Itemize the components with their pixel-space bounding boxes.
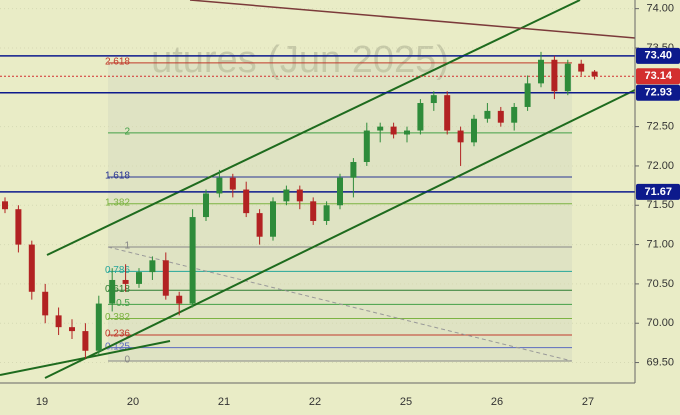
fib-label: 2 — [124, 127, 130, 138]
candle-body — [283, 189, 290, 202]
candle-body — [350, 162, 357, 178]
candle-body — [95, 303, 102, 351]
candle-body — [243, 189, 250, 214]
x-tick-label: 25 — [400, 396, 412, 408]
price-tag — [636, 183, 680, 200]
candle-body — [229, 177, 236, 190]
candle-body — [310, 201, 317, 221]
axis-labels: 74.0073.5072.5072.0071.5071.0070.5070.00… — [36, 3, 680, 408]
candle-body — [69, 327, 75, 332]
x-tick-label: 21 — [218, 396, 230, 408]
candle-body — [538, 59, 544, 84]
price-tag — [636, 84, 680, 101]
fib-label: 2.618 — [105, 57, 130, 68]
candle-body — [55, 315, 62, 328]
fib-trend — [107, 246, 573, 362]
y-tick-label: 69.50 — [646, 356, 674, 368]
price-tag — [636, 68, 680, 85]
candle-body — [323, 205, 330, 221]
candle-body — [296, 189, 303, 202]
candle-body — [203, 193, 209, 218]
candle-body — [417, 103, 424, 131]
y-tick-label: 70.50 — [646, 278, 674, 290]
fib-zone — [108, 63, 572, 361]
candle-body — [578, 63, 585, 72]
fib-label: 0 — [124, 355, 130, 366]
candle-body — [176, 295, 183, 304]
candle-body — [484, 110, 491, 119]
candle-body — [136, 272, 142, 284]
x-tick-label: 19 — [36, 396, 48, 408]
candle-body — [404, 130, 410, 135]
trend-line — [189, 0, 636, 39]
x-tick-label: 20 — [127, 396, 139, 408]
candle-body — [511, 106, 518, 123]
channel-lower — [44, 89, 636, 379]
fib-label: 0.5 — [116, 298, 130, 309]
fib-label: 1.382 — [105, 197, 130, 208]
x-tick-label: 27 — [582, 396, 594, 408]
price-tag-label: 72.93 — [644, 87, 672, 99]
candle-body — [377, 126, 384, 131]
candle-body — [457, 130, 464, 143]
candle-body — [15, 209, 22, 245]
fib-label: 1.618 — [105, 171, 130, 182]
candle-body — [42, 291, 49, 316]
price-tag — [636, 47, 680, 64]
candle-body — [162, 260, 169, 296]
y-tick-label: 74.00 — [646, 3, 674, 15]
candle-body — [591, 71, 598, 77]
candle-body — [189, 217, 196, 304]
fib-label: 0.125 — [105, 341, 130, 352]
candle-body — [270, 201, 276, 237]
fib-label: 0.786 — [105, 265, 130, 276]
candle-body — [216, 177, 223, 194]
fib-label: 0.236 — [105, 329, 130, 340]
price-tag-label: 71.67 — [644, 186, 672, 198]
candle-body — [28, 244, 35, 292]
candle-body — [2, 201, 8, 210]
y-tick-label: 71.50 — [646, 199, 674, 211]
y-tick-label: 72.00 — [646, 160, 674, 172]
y-tick-label: 72.50 — [646, 121, 674, 133]
candle-body — [390, 126, 397, 135]
candle-body — [337, 177, 343, 206]
price-tag-label: 73.40 — [644, 50, 672, 62]
candle-body — [471, 118, 477, 143]
fib-label: 0.618 — [105, 284, 130, 295]
price-tag-label: 73.14 — [644, 70, 672, 82]
candle-body — [256, 213, 263, 237]
candle-body — [109, 279, 116, 304]
fib-label: 0.382 — [105, 312, 130, 323]
candle-body — [564, 63, 571, 92]
channel-upper — [46, 0, 581, 256]
fib-label: 1 — [124, 241, 130, 252]
watermark: utures (Jun 2025) — [151, 39, 449, 81]
candles — [2, 51, 598, 359]
y-tick-label: 71.00 — [646, 238, 674, 250]
x-tick-label: 22 — [309, 396, 321, 408]
candle-body — [430, 95, 437, 104]
x-tick-label: 26 — [491, 396, 503, 408]
candle-body — [497, 110, 504, 123]
candle-body — [363, 130, 370, 163]
candle-body — [122, 279, 129, 284]
candle-body — [82, 331, 89, 351]
y-tick-label: 70.00 — [646, 317, 674, 329]
candle-body — [444, 95, 451, 131]
candle-body — [524, 83, 531, 107]
candle-body — [551, 59, 558, 92]
candle-body — [149, 260, 156, 273]
